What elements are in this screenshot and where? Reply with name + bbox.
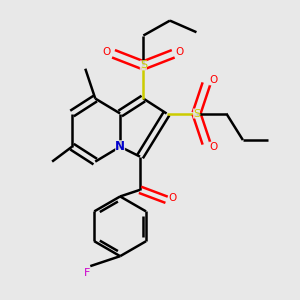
Text: F: F — [84, 268, 90, 278]
Text: O: O — [176, 47, 184, 57]
Text: N: N — [115, 140, 125, 153]
Text: O: O — [168, 193, 177, 203]
Text: S: S — [193, 109, 200, 118]
Text: O: O — [103, 47, 111, 57]
Text: S: S — [140, 60, 147, 70]
Text: O: O — [209, 142, 217, 152]
Text: O: O — [209, 75, 217, 85]
